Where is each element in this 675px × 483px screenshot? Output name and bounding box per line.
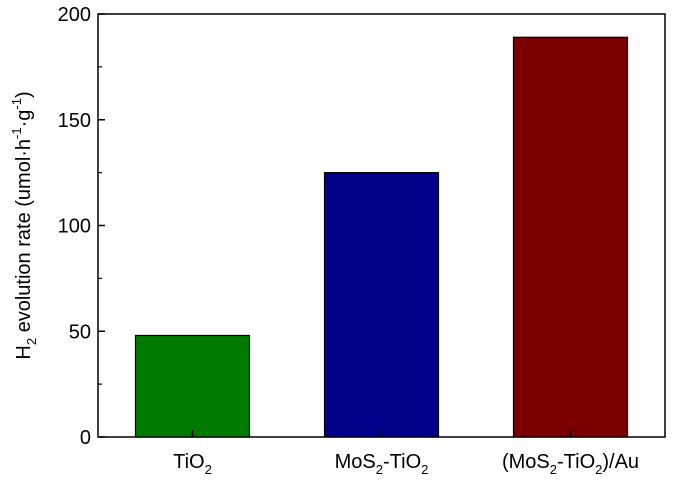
x-category-label: (MoS2-TiO2)/Au <box>502 451 639 477</box>
y-tick-label: 150 <box>58 110 91 132</box>
y-axis-title: H2 evolution rate (umol·h-1·g-1) <box>9 91 39 359</box>
bar-1 <box>134 334 251 438</box>
y-tick-label: 200 <box>58 4 91 26</box>
bar-3 <box>512 36 629 438</box>
y-tick-label: 0 <box>80 427 91 449</box>
y-ticks: 0 50 100 150 200 <box>58 4 105 449</box>
y-tick-label: 50 <box>69 321 91 343</box>
bar-2 <box>323 172 440 438</box>
x-categories: TiO2 MoS2-TiO2 (MoS2-TiO2)/Au <box>173 430 639 477</box>
bars <box>134 36 629 438</box>
y-tick-label: 100 <box>58 216 91 238</box>
x-category-label: MoS2-TiO2 <box>335 451 429 477</box>
x-category-label: TiO2 <box>173 451 212 477</box>
